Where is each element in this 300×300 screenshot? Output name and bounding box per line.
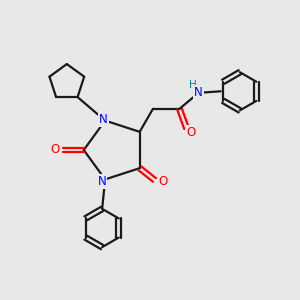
Text: O: O (158, 175, 167, 188)
Text: N: N (98, 175, 106, 188)
Text: N: N (99, 112, 108, 126)
Text: O: O (186, 126, 196, 139)
Text: O: O (50, 143, 59, 157)
Text: N: N (194, 86, 203, 99)
Text: H: H (189, 80, 197, 90)
